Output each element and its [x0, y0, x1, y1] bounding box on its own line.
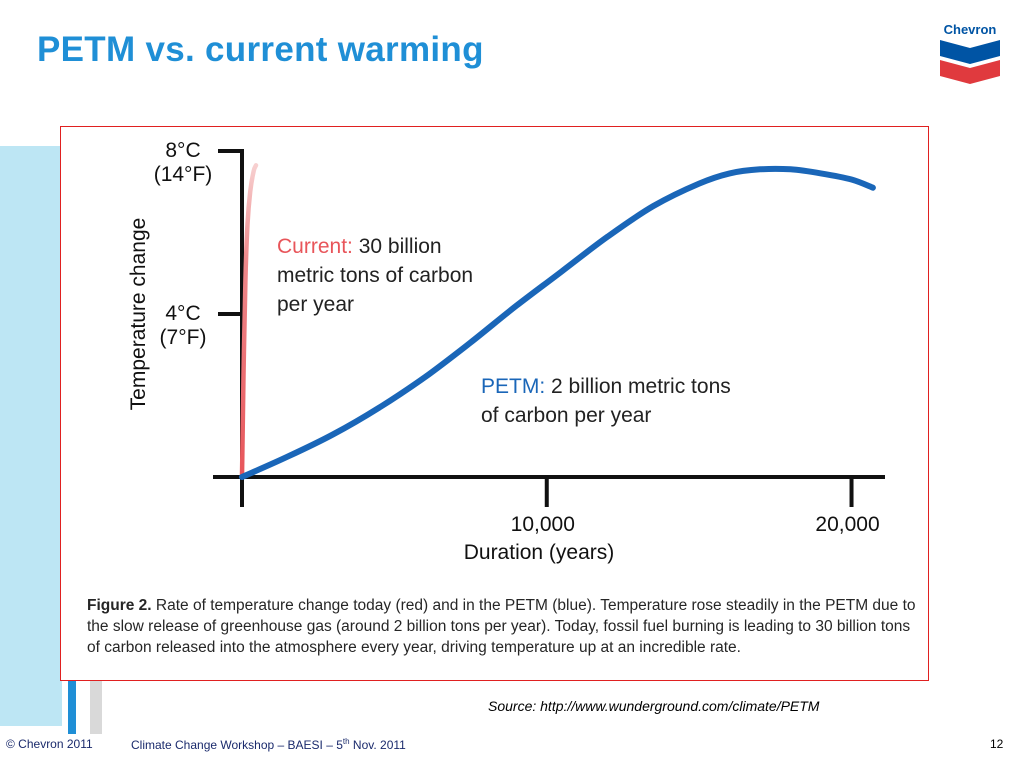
caption-text: Rate of temperature change today (red) a…	[87, 597, 916, 656]
annotation-lead-petm: PETM:	[481, 375, 545, 398]
annotation-line: 2 billion metric tons	[545, 375, 731, 398]
annotation-lead-current: Current:	[277, 235, 353, 258]
slide-title: PETM vs. current warming	[37, 30, 484, 69]
chevron-logo-icon	[940, 40, 1000, 84]
chevron-logo: Chevron	[938, 20, 1002, 84]
footer-event-suffix: Nov. 2011	[349, 738, 406, 752]
series-line-petm	[239, 165, 876, 480]
chart-annotations: Current: 30 billion metric tons of carbon…	[277, 235, 731, 427]
footer-copyright: © Chevron 2011	[6, 737, 93, 751]
series-line-current	[239, 163, 259, 480]
annotation-line: metric tons of carbon	[277, 264, 473, 287]
caption-label: Figure 2.	[87, 597, 152, 614]
y-tick-label: 4°C	[165, 302, 200, 325]
chart-axes	[213, 149, 885, 507]
chart-series	[239, 163, 876, 480]
y-tick-label: 8°C	[165, 139, 200, 162]
figure-frame: Duration (years) Temperature change 10,000…	[60, 126, 929, 681]
series-annotation-current: Current: 30 billion metric tons of carbon…	[277, 235, 473, 316]
annotation-line: 30 billion	[353, 235, 442, 258]
x-tick-label: 20,000	[815, 513, 879, 536]
logo-text: Chevron	[943, 22, 997, 37]
y-tick-label: (14°F)	[154, 163, 213, 186]
side-band	[0, 146, 62, 726]
series-annotation-petm: PETM: 2 billion metric tons of carbon per…	[481, 375, 731, 427]
footer-event: Climate Change Workshop – BAESI – 5th No…	[131, 737, 406, 752]
annotation-line: per year	[277, 293, 354, 316]
x-tick-label: 10,000	[511, 513, 575, 536]
x-axis-title: Duration (years)	[464, 541, 615, 564]
source-citation: Source: http://www.wunderground.com/clim…	[488, 698, 820, 714]
annotation-line: of carbon per year	[481, 404, 651, 427]
footer-event-prefix: Climate Change Workshop – BAESI – 5	[131, 738, 343, 752]
footer-page-number: 12	[990, 737, 1004, 751]
figure-caption: Figure 2. Rate of temperature change tod…	[87, 595, 927, 658]
footer-event-sup: th	[342, 737, 350, 746]
y-axis-title: Temperature change	[127, 218, 150, 411]
chart-ticks: Duration (years) Temperature change 10,000…	[127, 139, 880, 564]
chart: Duration (years) Temperature change 10,000…	[127, 139, 885, 564]
y-tick-label: (7°F)	[160, 326, 207, 349]
